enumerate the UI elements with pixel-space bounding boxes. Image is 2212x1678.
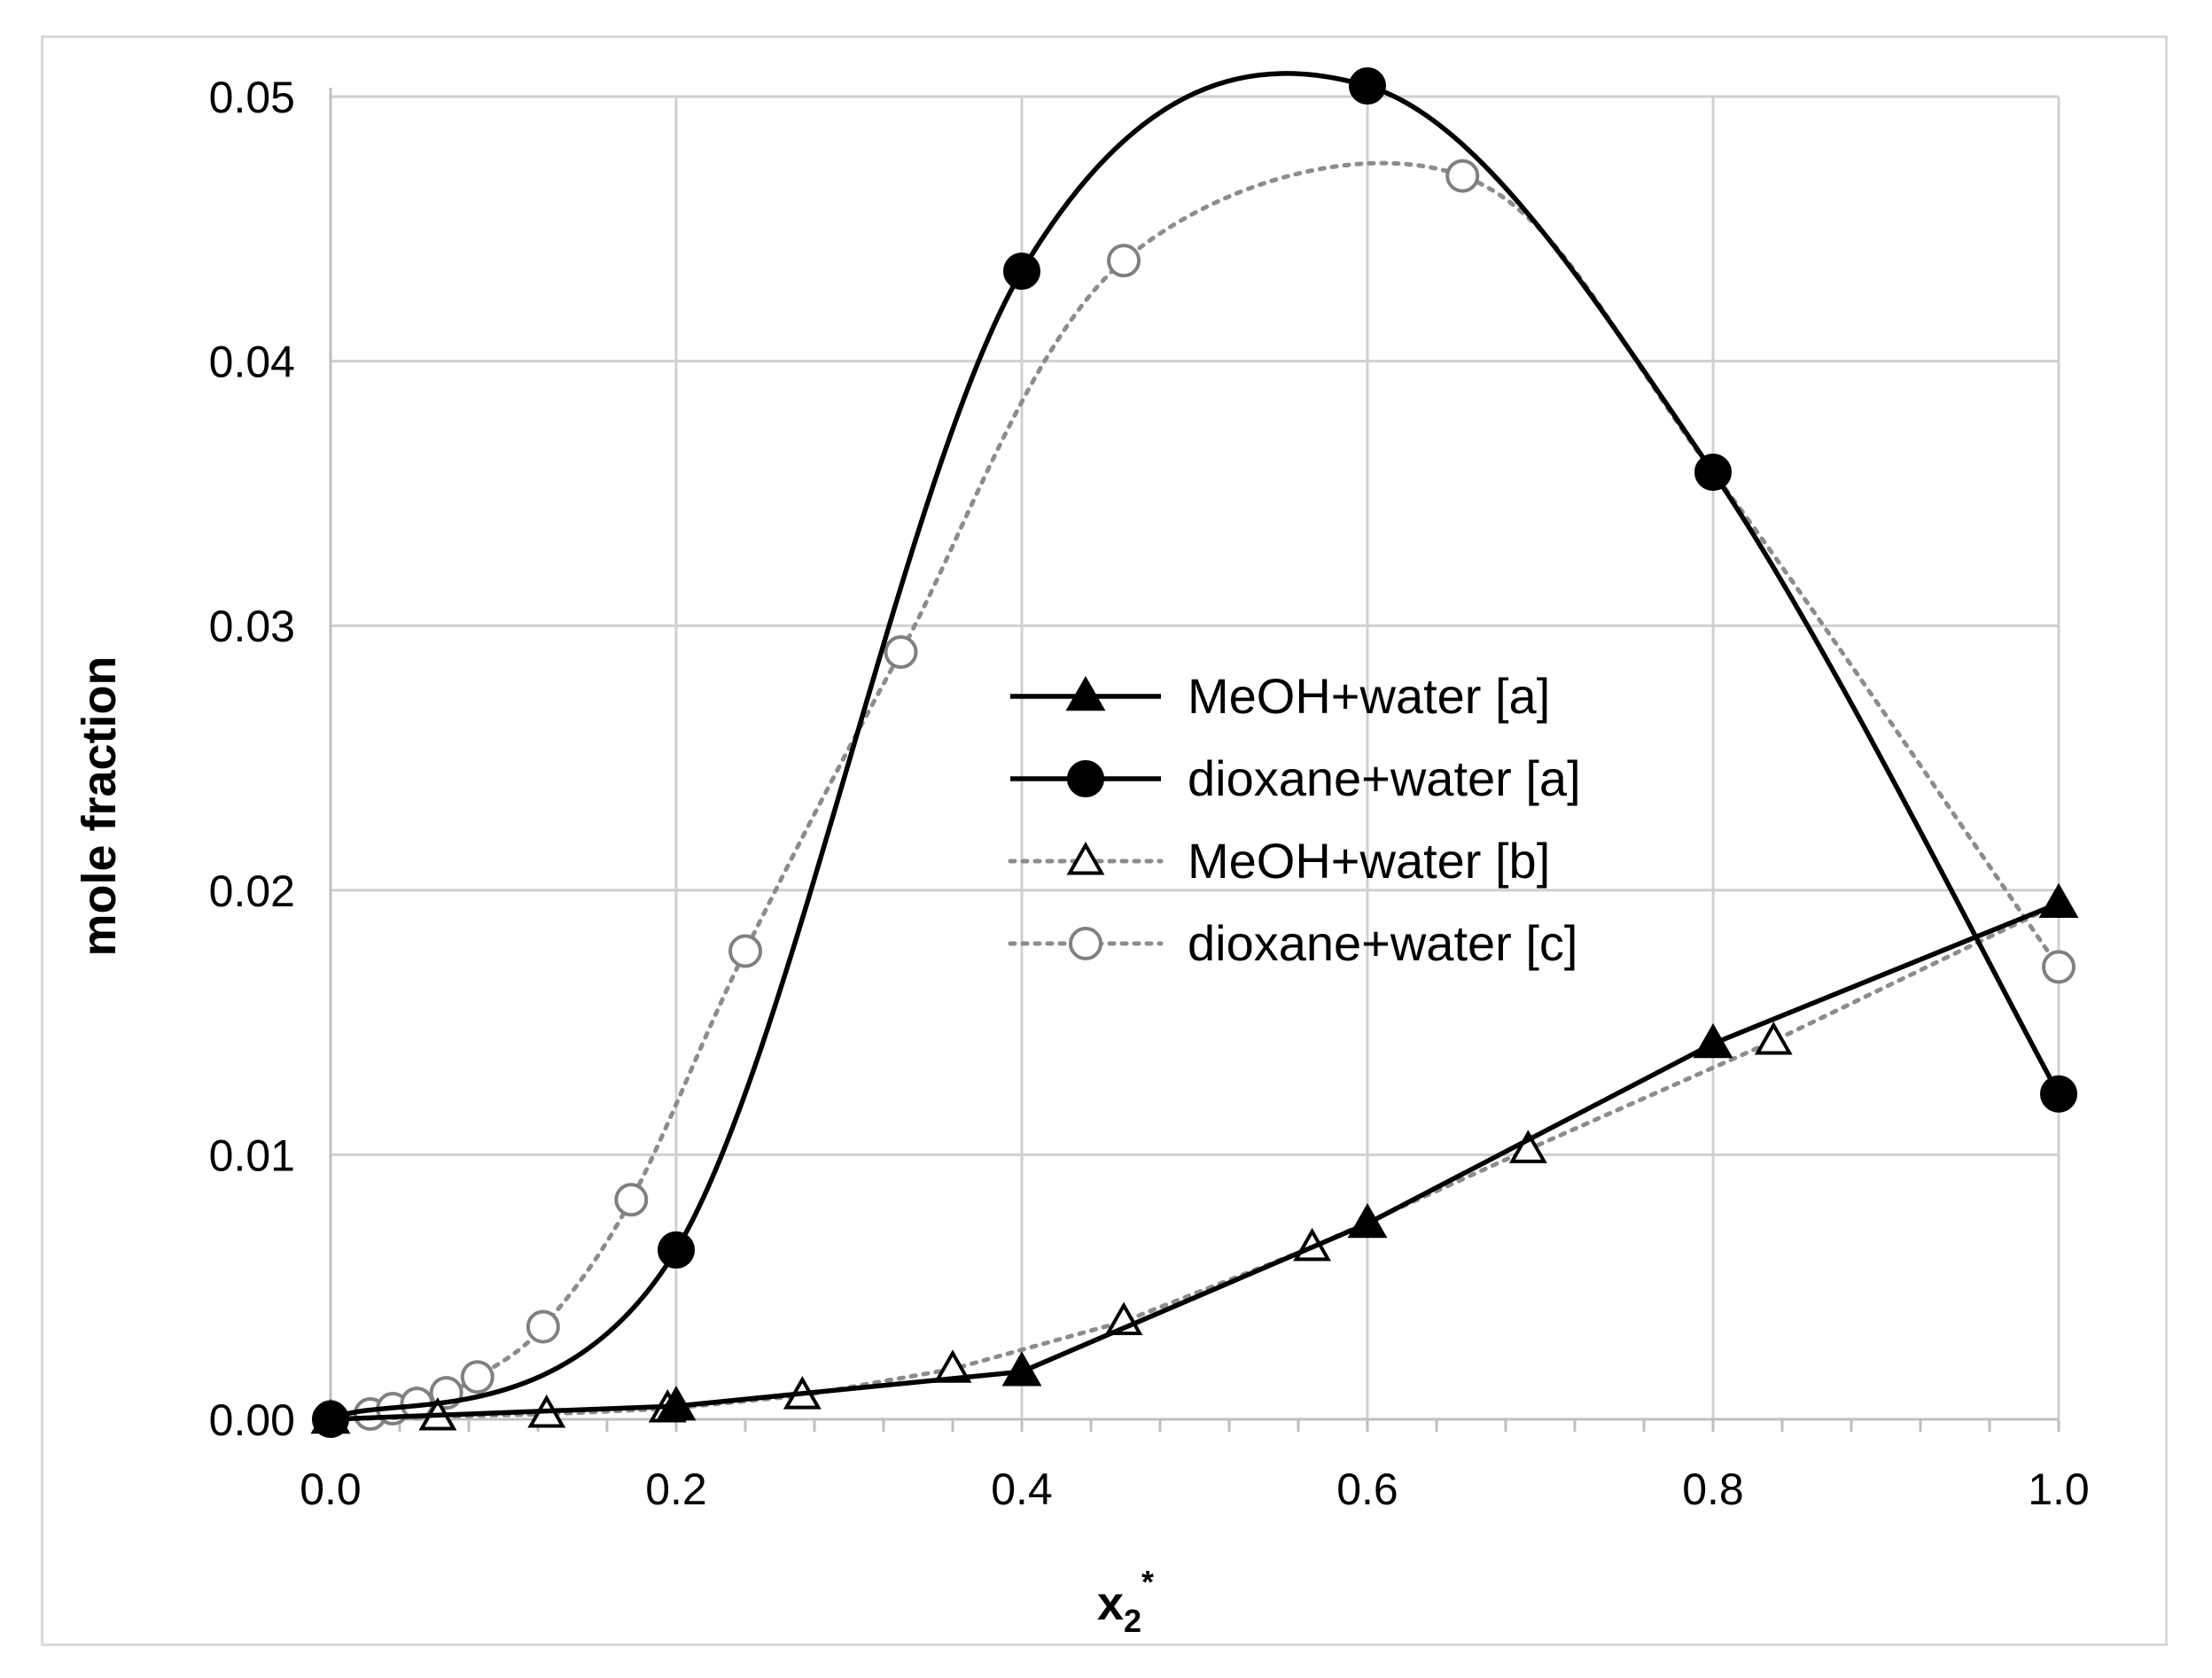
data-point — [2038, 882, 2079, 918]
x-tick-label: 0.0 — [300, 1464, 362, 1514]
data-point — [884, 635, 918, 670]
data-point — [614, 1183, 649, 1217]
data-series — [310, 67, 2079, 1438]
y-tick-label: 0.04 — [209, 338, 295, 387]
legend-label: dioxane+water [a] — [1188, 750, 1581, 806]
y-axis-title: mole fraction — [73, 656, 126, 956]
y-tick-label: 0.02 — [209, 866, 295, 916]
legend-label: MeOH+water [a] — [1188, 668, 1550, 724]
data-point — [1107, 244, 1141, 278]
x-tick-label: 0.4 — [991, 1464, 1053, 1514]
x-tick-label: 0.8 — [1682, 1464, 1744, 1514]
legend-label: dioxane+water [c] — [1188, 915, 1577, 971]
legend-item: dioxane+water [c] — [1008, 915, 1577, 971]
data-point — [1349, 67, 1386, 105]
y-tick-label: 0.03 — [209, 602, 295, 651]
data-point — [656, 1386, 697, 1421]
series-1 — [310, 882, 2079, 1434]
y-tick-label: 0.05 — [209, 73, 295, 122]
x-axis-title-superscript: * — [1141, 1564, 1154, 1600]
legend-marker — [1066, 841, 1105, 875]
data-point — [2040, 1075, 2077, 1113]
data-point — [310, 1398, 351, 1434]
x-tick-label: 1.0 — [2028, 1464, 2090, 1514]
axes: 0.0 0.2 0.4 0.6 0.8 1.0 0.00 0.01 0.02 0.03 0.04 0.… — [209, 73, 2090, 1514]
series-line — [329, 71, 2061, 1422]
series-2 — [312, 67, 2077, 1438]
legend-label: MeOH+water [b] — [1188, 833, 1550, 889]
data-point — [1001, 1351, 1042, 1387]
legend: MeOH+water [a] dioxane+water [a] MeOH+wate… — [1008, 668, 1581, 971]
data-point — [728, 934, 762, 968]
series-line — [328, 901, 2061, 1422]
legend-marker — [1065, 675, 1106, 711]
x-tick-label: 0.6 — [1336, 1464, 1398, 1514]
y-tick-label: 0.01 — [209, 1130, 295, 1180]
data-point — [1694, 454, 1732, 492]
legend-item: dioxane+water [a] — [1010, 750, 1581, 806]
legend-item: MeOH+water [a] — [1010, 668, 1550, 724]
series-line — [330, 901, 2060, 1422]
data-point — [526, 1309, 560, 1344]
x-axis-title-main: x — [1097, 1577, 1124, 1630]
x-tick-label: 0.2 — [645, 1464, 707, 1514]
y-tick-label: 0.00 — [209, 1395, 295, 1445]
legend-marker — [1069, 927, 1102, 960]
gridlines — [331, 95, 2060, 1419]
x-axis-title: x2* — [1097, 1564, 1154, 1639]
legend-marker — [1067, 760, 1104, 797]
data-point — [1508, 1130, 1547, 1163]
data-point — [1347, 1203, 1388, 1239]
data-point — [1003, 252, 1040, 291]
data-point — [1754, 1021, 1793, 1055]
x-axis-title-subscript: 2 — [1124, 1603, 1141, 1639]
data-point — [2042, 950, 2076, 984]
data-point — [1693, 1022, 1733, 1059]
legend-item: MeOH+water [b] — [1008, 833, 1550, 889]
data-point — [658, 1231, 695, 1269]
data-point — [1445, 159, 1480, 193]
data-point — [460, 1360, 495, 1394]
chart-frame — [41, 35, 2168, 1646]
